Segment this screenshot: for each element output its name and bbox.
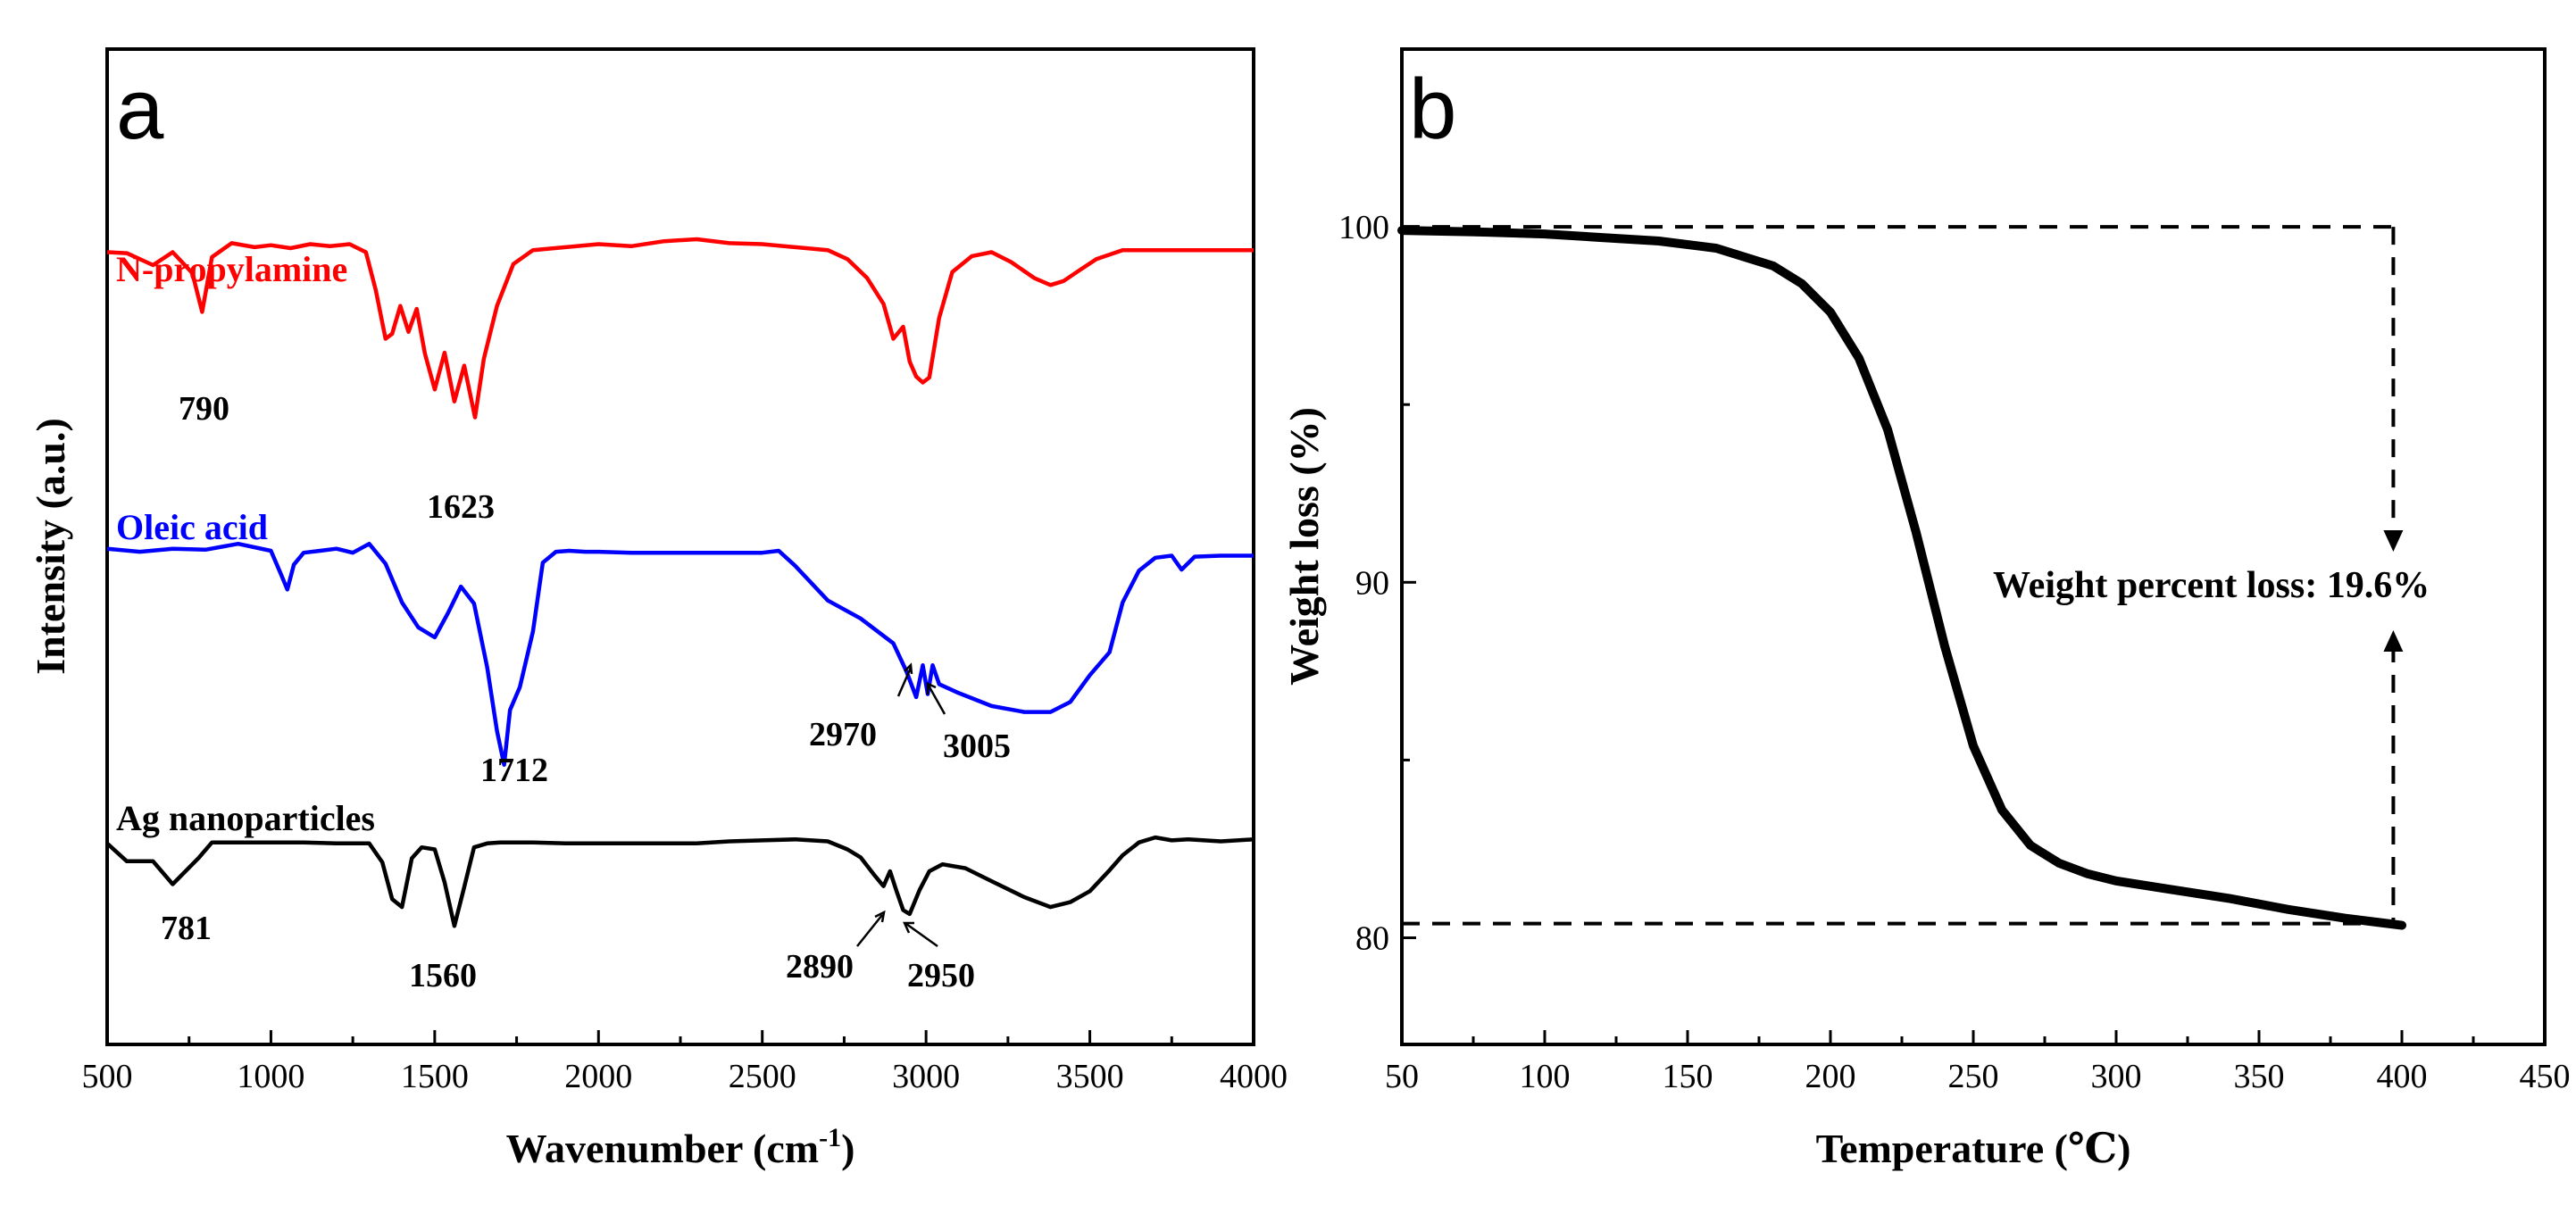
panel-b-series <box>1397 226 2406 930</box>
arrow-2890-head <box>874 910 886 923</box>
panel-a-series <box>105 237 1255 928</box>
panel-b-y-tick-label: 80 <box>1355 920 1389 958</box>
panel-a: a 500 1000 1500 2000 2500 3000 3500 4000 N-prop… <box>28 47 1288 1171</box>
panel-a-x-tick-label: 500 <box>82 1058 133 1095</box>
arrow-up-head <box>2383 630 2404 652</box>
panel-b-label: b <box>1409 62 1456 157</box>
panel-a-x-tick-label: 3000 <box>892 1058 960 1095</box>
panel-b-x-tick-label: 150 <box>1663 1058 1713 1095</box>
peak-arrows <box>856 662 946 948</box>
x-axis-title-main: Wavenumber (cm <box>506 1126 820 1171</box>
panel-a-x-tick-label: 4000 <box>1220 1058 1288 1095</box>
arrow-2890 <box>856 914 883 947</box>
arrow-3005-head <box>926 682 937 694</box>
panel-b-x-tick-label: 100 <box>1520 1058 1571 1095</box>
panel-b-x-tick-label: 250 <box>1948 1058 1999 1095</box>
panel-a-x-axis-title: Wavenumber (cm-1) <box>506 1123 855 1171</box>
series-tga <box>1397 226 2406 930</box>
x-axis-title-close: ) <box>841 1126 854 1171</box>
panel-b-x-ticks: 50 100 150 200 250 300 350 400 450 <box>1385 1030 2571 1095</box>
panel-b-x-tick-label: 450 <box>2520 1058 2571 1095</box>
peak-label-1560: 1560 <box>409 957 477 994</box>
panel-b-y-ticks: 80 90 100 <box>1338 209 1416 958</box>
panel-b-x-tick-label: 300 <box>2091 1058 2142 1095</box>
arrow-3005 <box>927 685 946 715</box>
series-label-n-propylamine: N-propylamine <box>116 249 347 289</box>
peak-label-2890: 2890 <box>786 948 854 986</box>
peak-label-2970: 2970 <box>809 716 877 753</box>
panel-b-y-axis-title: Weight loss (%) <box>1281 407 1327 686</box>
series-label-oleic-acid: Oleic acid <box>116 507 268 547</box>
panel-b-y-tick-label: 100 <box>1338 209 1389 246</box>
panel-a-x-tick-label: 2000 <box>564 1058 632 1095</box>
arrow-2970 <box>896 667 913 697</box>
x-axis-title-sup: -1 <box>819 1123 841 1152</box>
panel-a-x-tick-label: 2500 <box>729 1058 796 1095</box>
panel-b-x-tick-label: 400 <box>2377 1058 2428 1095</box>
peak-label-3005: 3005 <box>943 728 1011 765</box>
weight-loss-annotation: Weight percent loss: 19.6% <box>1993 565 2430 606</box>
series-oleic-acid <box>106 541 1254 767</box>
peak-label-2950: 2950 <box>907 957 975 994</box>
panel-a-x-tick-label: 1500 <box>401 1058 469 1095</box>
series-ag-nanoparticles <box>105 835 1255 928</box>
peak-label-1712: 1712 <box>480 752 548 789</box>
panel-b-x-tick-label: 350 <box>2234 1058 2285 1095</box>
peak-label-1623: 1623 <box>427 488 495 526</box>
panel-b: b 50 100 150 200 250 300 350 400 450 80 90 100 Wei… <box>1281 47 2571 1171</box>
arrow-down-head <box>2383 530 2404 552</box>
series-label-ag-nanoparticles: Ag nanoparticles <box>116 798 375 838</box>
panel-a-x-tick-label: 3500 <box>1056 1058 1124 1095</box>
panel-a-x-ticks: 500 1000 1500 2000 2500 3000 3500 4000 <box>82 1030 1288 1095</box>
arrow-2950-head <box>903 921 914 934</box>
panel-a-x-tick-label: 1000 <box>237 1058 304 1095</box>
series-n-propylamine <box>106 237 1254 420</box>
panel-a-y-axis-title: Intensity (a.u.) <box>28 418 73 675</box>
panel-a-label: a <box>116 62 164 157</box>
arrow-2950 <box>905 922 938 948</box>
peak-label-781: 781 <box>161 910 212 947</box>
peak-label-790: 790 <box>179 390 229 428</box>
arrow-2970-head <box>904 662 913 675</box>
panel-b-x-axis-title: Temperature (℃) <box>1816 1126 2131 1171</box>
panel-b-y-tick-label: 90 <box>1355 564 1389 602</box>
panel-b-reference-lines <box>1402 225 2404 926</box>
panel-b-x-tick-label: 50 <box>1385 1058 1419 1095</box>
panel-b-x-tick-label: 200 <box>1805 1058 1856 1095</box>
